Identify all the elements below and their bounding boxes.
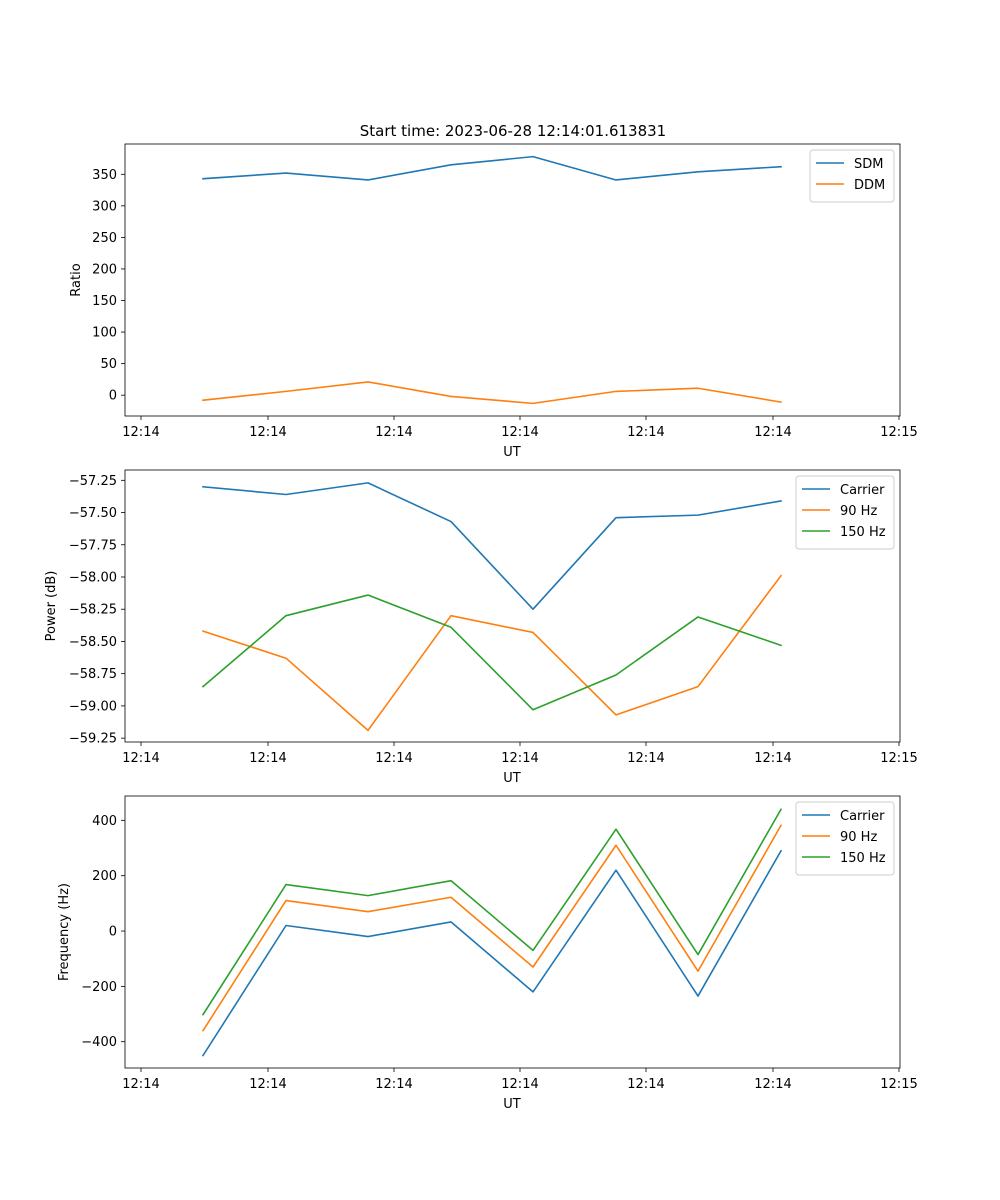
x-tick-label: 12:14 [754,425,791,440]
y-tick-label: −58.00 [69,570,117,585]
series-line-150-hz [201,808,783,1016]
x-tick-label: 12:15 [880,751,917,766]
legend-label: DDM [854,178,885,193]
x-axis-label: UT [503,445,521,460]
legend-label: 150 Hz [840,851,886,866]
x-tick-label: 12:15 [880,425,917,440]
x-tick-label: 12:14 [122,751,159,766]
y-tick-label: 200 [92,869,117,884]
y-axis-label: Frequency (Hz) [57,883,72,981]
y-tick-label: −58.25 [69,603,117,618]
series-line-ddm [202,381,782,405]
series-line-carrier [202,482,782,611]
x-tick-label: 12:14 [122,1077,159,1092]
y-tick-label: 0 [109,925,117,940]
x-tick-label: 12:14 [627,1077,664,1092]
x-tick-label: 12:14 [375,751,412,766]
x-tick-label: 12:14 [627,751,664,766]
legend-label: Carrier [840,809,885,824]
legend-label: 90 Hz [840,830,877,845]
y-tick-label: 150 [92,294,117,309]
x-tick-label: 12:14 [375,425,412,440]
series-line-150-hz [201,594,783,711]
legend-label: 90 Hz [840,504,877,519]
axes-frame [124,469,901,743]
x-tick-label: 12:14 [501,751,538,766]
y-tick-label: −200 [81,980,117,995]
charts-layer: 12:14 12:14 12:14 12:14 12:14 12:14 12:15 0 50 10… [44,143,918,1112]
axes-frame [124,143,901,417]
x-tick-label: 12:14 [122,425,159,440]
x-axis-label: UT [503,771,521,786]
x-tick-label: 12:14 [249,751,286,766]
y-tick-label: −58.75 [69,667,117,682]
x-tick-label: 12:14 [249,425,286,440]
axes-frame [124,795,901,1069]
y-tick-label: −59.25 [69,732,117,747]
x-tick-label: 12:14 [375,1077,412,1092]
legend: SDM DDM [809,149,895,203]
y-tick-label: −59.00 [69,699,117,714]
x-tick-label: 12:14 [249,1077,286,1092]
chart-panel-3: 12:14 12:14 12:14 12:14 12:14 12:14 12:15 −400 −… [57,795,918,1112]
y-tick-label: −58.50 [69,635,117,650]
series-line-carrier [201,849,783,1057]
chart-panel-1: 12:14 12:14 12:14 12:14 12:14 12:14 12:15 0 50 10… [69,143,918,460]
y-tick-label: −57.25 [69,474,117,489]
y-tick-label: 50 [100,357,117,372]
x-tick-label: 12:14 [627,425,664,440]
figure-title: Start time: 2023-06-28 12:14:01.613831 [360,122,666,140]
y-tick-label: 250 [92,231,117,246]
y-axis-label: Ratio [69,263,84,296]
legend-label: SDM [854,157,883,172]
x-tick-label: 12:14 [754,1077,791,1092]
chart-panel-2: 12:14 12:14 12:14 12:14 12:14 12:14 12:15 −57.2… [44,469,918,786]
x-tick-label: 12:15 [880,1077,917,1092]
y-axis-label: Power (dB) [44,571,59,642]
y-tick-label: −57.50 [69,506,117,521]
y-tick-label: 400 [92,814,117,829]
x-tick-label: 12:14 [754,751,791,766]
series-line-90-hz [201,574,783,732]
series-line-sdm [202,155,782,181]
legend: Carrier 90 Hz 150 Hz [795,475,895,550]
y-tick-label: 0 [109,389,117,404]
y-tick-label: −57.75 [69,538,117,553]
series-line-90-hz [201,824,783,1032]
y-tick-label: −400 [81,1035,117,1050]
x-tick-label: 12:14 [501,1077,538,1092]
x-tick-label: 12:14 [501,425,538,440]
legend-label: Carrier [840,483,885,498]
y-tick-label: 200 [92,262,117,277]
y-tick-label: 100 [92,326,117,341]
x-axis-label: UT [503,1097,521,1112]
y-tick-label: 350 [92,168,117,183]
legend-label: 150 Hz [840,525,886,540]
y-tick-label: 300 [92,199,117,214]
legend: Carrier 90 Hz 150 Hz [795,801,895,876]
